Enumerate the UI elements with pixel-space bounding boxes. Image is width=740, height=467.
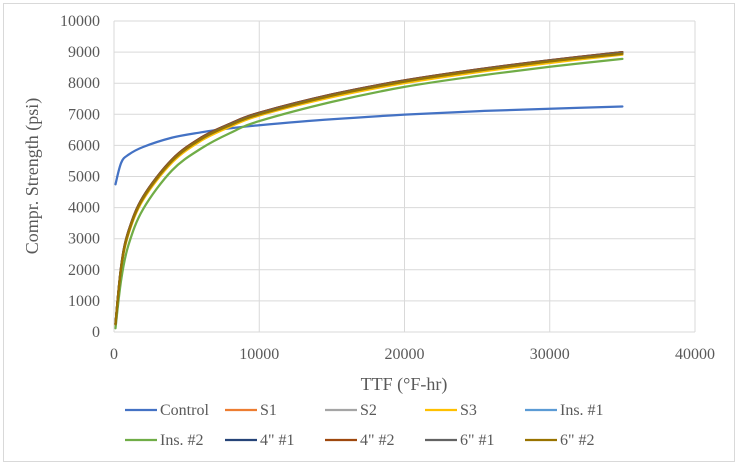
x-tick-labels: 0 10000 20000 30000 40000 (110, 346, 715, 363)
legend-label: Ins. #2 (160, 432, 204, 449)
x-tick-label: 30000 (530, 346, 570, 363)
legend-label: 6" #1 (460, 432, 495, 449)
y-tick-label: 9000 (68, 44, 100, 61)
grid (113, 20, 696, 333)
series-line-1 (114, 105, 624, 186)
y-tick-labels: 0 1000 2000 3000 4000 5000 6000 7000 8000 9000 100… (60, 13, 100, 341)
legend-label: S3 (460, 402, 477, 419)
y-tick-label: 5000 (68, 169, 100, 186)
chart-frame (3, 3, 735, 462)
series-lines (114, 50, 624, 330)
legend-label: 4" #1 (260, 432, 295, 449)
x-axis-title: TTF (°F-hr) (361, 374, 448, 395)
x-tick-label: 10000 (239, 346, 279, 363)
y-tick-label: 3000 (68, 231, 100, 248)
legend: Control S1 S2 S3 Ins. #1 Ins. #2 4" #1 4" #2 6" … (125, 402, 604, 449)
y-tick-label: 1000 (68, 293, 100, 310)
y-tick-label: 10000 (60, 13, 100, 30)
y-tick-label: 6000 (68, 137, 100, 154)
legend-label: Control (160, 402, 209, 419)
legend-label: 6" #2 (560, 432, 595, 449)
legend-label: S1 (260, 402, 277, 419)
y-tick-label: 2000 (68, 262, 100, 279)
series-line-10 (114, 52, 624, 326)
legend-label: 4" #2 (360, 432, 395, 449)
legend-label: S2 (360, 402, 377, 419)
y-tick-label: 8000 (68, 75, 100, 92)
y-tick-label: 4000 (68, 200, 100, 217)
y-tick-label: 7000 (68, 106, 100, 123)
series-line-4 (114, 53, 624, 326)
x-tick-label: 40000 (675, 346, 715, 363)
legend-label: Ins. #1 (560, 402, 604, 419)
x-tick-label: 20000 (385, 346, 425, 363)
y-tick-label: 0 (92, 324, 100, 341)
y-axis-title: Compr. Strength (psi) (22, 98, 43, 255)
series-line-6 (114, 57, 624, 330)
x-tick-label: 0 (110, 346, 118, 363)
